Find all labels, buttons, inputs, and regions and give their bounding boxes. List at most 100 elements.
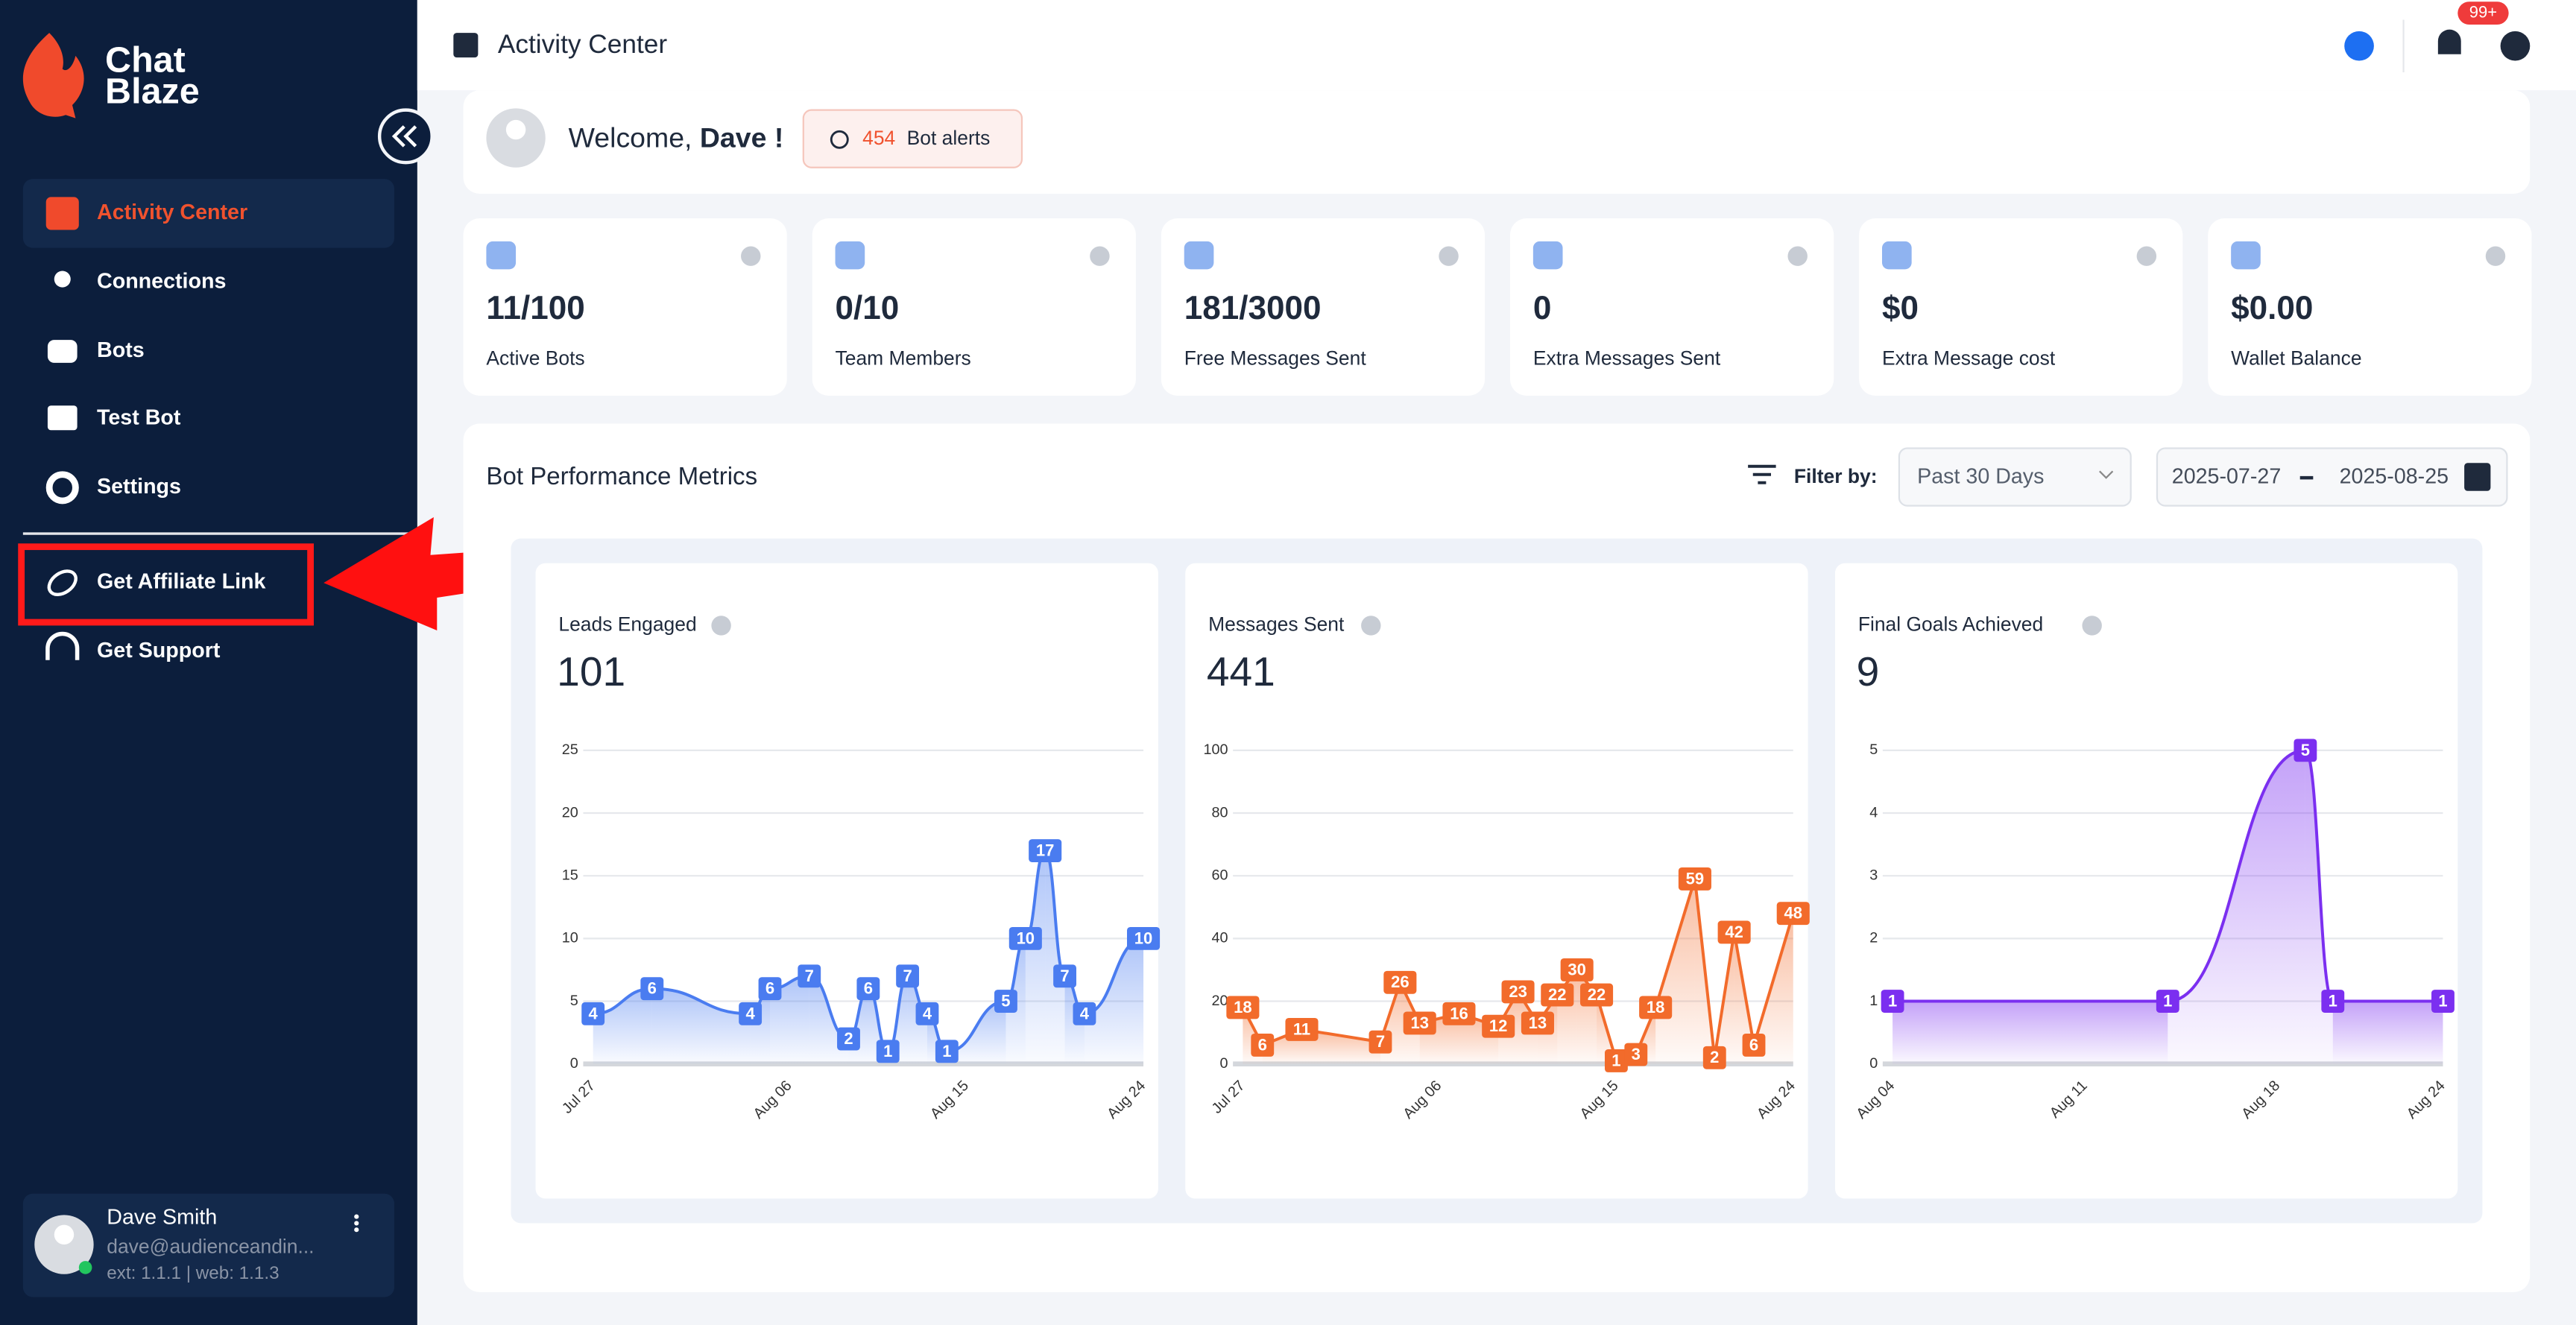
nav-item[interactable]: Test Bot: [97, 405, 181, 429]
badge-text: 99+: [2469, 2, 2497, 21]
stat-icon: [2231, 241, 2261, 270]
point-label: 2: [1710, 1048, 1719, 1066]
y-tick-label: 0: [1869, 1055, 1878, 1072]
point-label: 4: [1080, 1004, 1090, 1022]
area-segment: [750, 988, 771, 1064]
point-label: 59: [1686, 869, 1705, 888]
alert-label: Bot alerts: [907, 127, 991, 149]
metrics-title: Bot Performance Metrics: [486, 463, 757, 490]
point-label-box: [758, 977, 782, 1001]
point-label: 4: [923, 1004, 932, 1022]
date-range[interactable]: [2156, 447, 2508, 507]
point-label: 7: [1376, 1032, 1385, 1051]
period-select[interactable]: [1898, 447, 2132, 507]
point-label-box: [935, 1040, 959, 1063]
point-label-box: [581, 1002, 605, 1025]
y-tick-label: 1: [1869, 993, 1878, 1009]
nav-icon: [45, 631, 80, 660]
line-segment: [2303, 748, 2334, 1003]
nav-item[interactable]: Settings: [97, 475, 181, 499]
stat-card: [1161, 218, 1486, 396]
stat-card: [812, 218, 1136, 396]
point-label: 10: [1134, 929, 1153, 947]
y-tick-label: 0: [1220, 1055, 1228, 1072]
brand: Chat: [105, 40, 186, 80]
stat-card: [1509, 218, 1834, 396]
stat-label: Active Bots: [486, 347, 584, 369]
point-label: 1: [1611, 1051, 1620, 1069]
stat-icon: [1532, 241, 1563, 270]
stat-label: Extra Messages Sent: [1533, 347, 1721, 369]
messenger-icon[interactable]: [2344, 31, 2374, 61]
logo: [22, 33, 84, 118]
point-label-box: [1285, 1017, 1319, 1041]
line-segment: [651, 987, 751, 1016]
filter-label: Filter by:: [1794, 465, 1878, 487]
point-label-box: [1580, 983, 1614, 1007]
point-label-box: [739, 1002, 763, 1025]
nav-item[interactable]: Connections: [97, 270, 226, 294]
point-label: 48: [1784, 904, 1803, 923]
point-label-box: [1881, 990, 1904, 1013]
stat-label: Free Messages Sent: [1184, 347, 1367, 369]
point-label-box: [1383, 970, 1417, 994]
area-segment: [2168, 750, 2305, 1064]
collapse-icon: [391, 125, 405, 148]
user-card: [22, 1193, 394, 1297]
point-label: 5: [1001, 991, 1010, 1010]
y-tick-label: 15: [562, 867, 578, 883]
point-label-box: [1251, 1034, 1275, 1057]
line-segment: [1752, 913, 1795, 1046]
y-tick-label: 80: [1211, 804, 1228, 820]
chart-title: Leads Engaged: [558, 613, 696, 635]
bell-icon[interactable]: [2437, 29, 2461, 54]
point-label-box: [1442, 1002, 1476, 1025]
point-label-box: [1639, 996, 1673, 1019]
point-label: 13: [1410, 1013, 1429, 1032]
point-label-box: [1702, 1046, 1726, 1069]
point-label: 30: [1568, 960, 1586, 978]
alert-pill[interactable]: [802, 109, 1023, 168]
point-label-box: [1073, 1002, 1096, 1025]
menu-icon[interactable]: [354, 1214, 359, 1233]
area-segment: [651, 988, 751, 1064]
stat-card: [1859, 218, 2183, 396]
point-label-box: [1717, 920, 1751, 944]
avatar: [54, 1224, 75, 1245]
help-icon[interactable]: [2500, 31, 2531, 61]
stat-value: 0/10: [836, 290, 900, 326]
nav-icon: [47, 405, 78, 431]
point-label-box: [1368, 1030, 1392, 1054]
y-tick-label: 10: [562, 930, 578, 946]
avatar: [505, 119, 526, 140]
y-tick-label: 2: [1869, 930, 1878, 946]
page-title: Activity Center: [498, 30, 668, 59]
area-segment: [1025, 850, 1046, 1064]
point-label-box: [1501, 980, 1535, 1004]
point-label: 11: [1293, 1019, 1310, 1038]
stat-value: $0.00: [2231, 290, 2313, 326]
nav-item[interactable]: Activity Center: [97, 200, 247, 224]
nav-item[interactable]: Get Support: [97, 639, 221, 662]
chart-card: [1185, 563, 1808, 1199]
point-label: 6: [864, 979, 873, 998]
point-label-box: [2294, 739, 2317, 762]
nav-item[interactable]: Get Affiliate Link: [97, 570, 265, 594]
info-icon: [2485, 246, 2506, 266]
y-tick-label: 0: [570, 1055, 578, 1072]
area-segment: [1892, 1001, 2168, 1064]
point-label-box: [1742, 1034, 1766, 1057]
version: ext: 1.1.1 | web: 1.1.3: [107, 1263, 279, 1283]
point-label-box: [1403, 1011, 1436, 1035]
line-segment: [1713, 932, 1736, 1058]
point-label-box: [1008, 926, 1042, 950]
point-label: 2: [844, 1029, 853, 1048]
stat-value: 181/3000: [1184, 290, 1322, 326]
line-segment: [2168, 748, 2305, 1003]
point-label-box: [1127, 926, 1161, 950]
nav-item[interactable]: Bots: [97, 338, 145, 362]
calendar-icon[interactable]: [2464, 463, 2491, 491]
point-label: 4: [589, 1004, 599, 1022]
y-tick-label: 5: [1869, 741, 1878, 758]
